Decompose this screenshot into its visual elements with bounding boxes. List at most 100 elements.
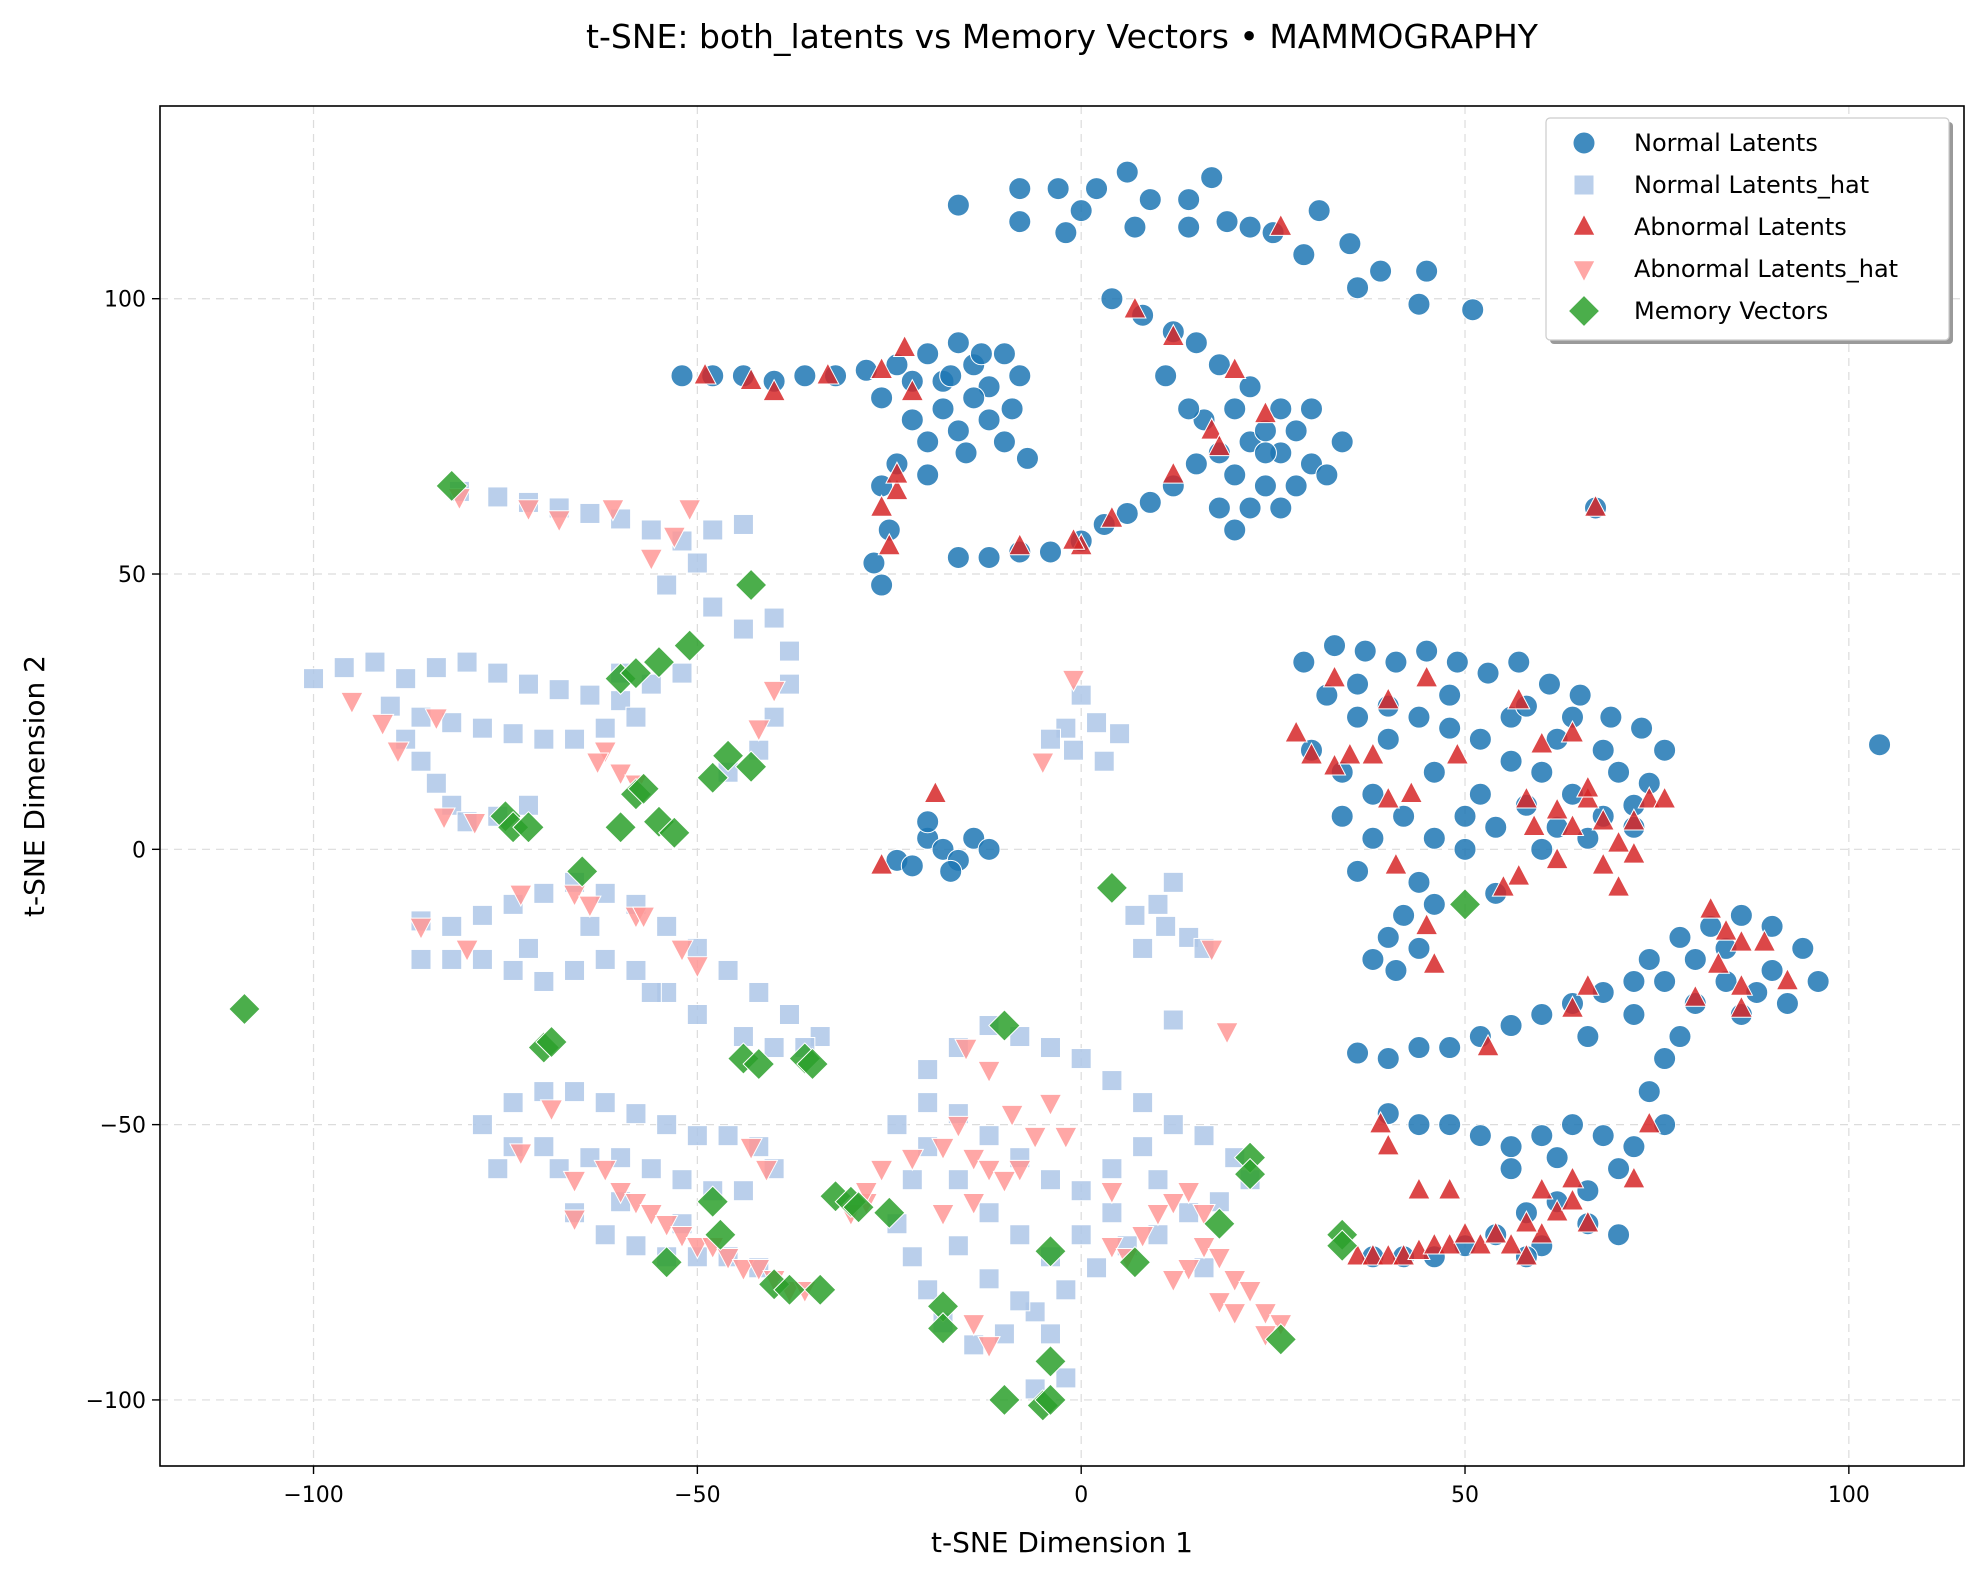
normal-latents-point [1292, 650, 1316, 674]
normal-latents-hat-point [410, 750, 432, 772]
normal-latents-point [1376, 1047, 1400, 1071]
abnormal-latents-hat-point [1192, 1203, 1216, 1227]
normal-latents-point [1207, 353, 1231, 377]
normal-latents-point [1323, 634, 1347, 658]
abnormal-latents-hat-point [1161, 1270, 1186, 1293]
normal-latents-point [1438, 716, 1462, 740]
normal-latents-hat-point [517, 937, 539, 959]
abnormal-latents-hat-point [931, 1137, 955, 1161]
normal-latents-point [1637, 947, 1661, 971]
abnormal-latents-point [1560, 995, 1585, 1018]
normal-latents-hat-point [395, 668, 417, 690]
abnormal-latents-point [1637, 786, 1662, 809]
normal-latents-hat-point [1109, 723, 1131, 745]
memory-vectors-point [1034, 1383, 1067, 1417]
normal-latents-point [1530, 1124, 1554, 1148]
normal-latents-point [1868, 733, 1892, 757]
memory-vectors-point [711, 739, 745, 773]
normal-latents-point [870, 573, 894, 597]
normal-latents-hat-point [1063, 739, 1085, 761]
y-tick-label: 100 [104, 288, 146, 313]
memory-vectors-point [658, 816, 691, 850]
abnormal-latents-point [1576, 973, 1600, 996]
abnormal-latents-point [1576, 1210, 1600, 1233]
memory-vectors-point [696, 761, 730, 795]
abnormal-latents-point [1522, 813, 1546, 837]
abnormal-latents-point [1338, 741, 1362, 765]
normal-latents-point [1653, 969, 1677, 993]
abnormal-latents-point [1706, 951, 1731, 974]
normal-latents-point [1422, 826, 1446, 850]
normal-latents-point [1438, 683, 1462, 707]
normal-latents-hat-point [763, 607, 785, 629]
abnormal-latents-point [1775, 967, 1800, 991]
abnormal-latents-point [1683, 984, 1708, 1007]
abnormal-latents-hat-point [1161, 1192, 1186, 1216]
normal-latents-hat-point [656, 574, 678, 596]
abnormal-latents-point [1284, 719, 1308, 743]
normal-latents-hat-point [517, 673, 539, 695]
normal-latents-hat-point [625, 959, 647, 981]
abnormal-latents-hat-point [508, 1143, 533, 1166]
abnormal-latents-hat-point [462, 813, 487, 836]
abnormal-latents-hat-point [608, 1181, 633, 1205]
normal-latents-hat-point [594, 1092, 616, 1114]
abnormal-latents-hat-point [762, 680, 786, 704]
normal-latents-point [1207, 496, 1231, 520]
normal-latents-point [977, 837, 1001, 861]
normal-latents-hat-point [548, 679, 570, 701]
abnormal-latents-point [1576, 775, 1600, 798]
normal-latents-hat-point [594, 1224, 616, 1246]
abnormal-latents-point [1729, 995, 1754, 1018]
normal-latents-point [1622, 969, 1646, 993]
abnormal-latents-point [1506, 863, 1531, 886]
normal-latents-hat-point [1132, 1092, 1154, 1114]
normal-latents-hat-point [717, 1125, 739, 1147]
abnormal-latents-point [762, 378, 786, 402]
normal-latents-point [1407, 705, 1431, 729]
normal-latents-point [1607, 1157, 1631, 1181]
abnormal-latents-hat-point [854, 1181, 879, 1205]
abnormal-latents-point [1322, 664, 1347, 688]
normal-latents-point [916, 810, 940, 834]
normal-latents-point [1407, 292, 1431, 316]
normal-latents-hat-point [471, 717, 493, 739]
memory-vectors-point [803, 1273, 837, 1307]
normal-latents-point [1461, 298, 1485, 322]
normal-latents-point [1138, 188, 1162, 212]
abnormal-latents-point [1384, 852, 1408, 875]
memory-vectors-point [773, 1273, 806, 1307]
normal-latents-point [1499, 749, 1523, 773]
axis-ticks: −100 −50 0 50 100 −100 −50 0 50 100 [86, 288, 1870, 1508]
normal-latents-point [1361, 826, 1385, 850]
normal-latents-point [1445, 650, 1469, 674]
abnormal-latents-point [1622, 808, 1646, 831]
abnormal-latents-hat-point [1253, 1303, 1278, 1326]
normal-latents-point [1530, 837, 1554, 861]
normal-latents-hat-point [1055, 1279, 1077, 1301]
normal-latents-hat-point [917, 1092, 939, 1114]
normal-latents-point [1630, 716, 1654, 740]
abnormal-latents-hat-point [992, 1170, 1017, 1194]
normal-latents-hat-point [717, 959, 739, 981]
abnormal-latents-hat-point [508, 884, 533, 908]
normal-latents-hat-point [1147, 1169, 1169, 1191]
abnormal-latents-hat-point [539, 1099, 564, 1122]
abnormal-latents-hat-point [662, 526, 687, 550]
abnormal-latents-point [1399, 780, 1424, 804]
memory-vectors-point [988, 1383, 1021, 1417]
normal-latents-point [916, 342, 940, 366]
normal-latents-hat-point [1070, 684, 1092, 706]
y-axis-title: t-SNE Dimension 2 [18, 655, 51, 917]
normal-latents-point [954, 441, 978, 465]
abnormal-latents-point [1407, 1176, 1431, 1200]
memory-vectors-point [565, 855, 599, 888]
abnormal-latents-hat-point [685, 956, 710, 979]
normal-latents-point [1177, 188, 1201, 212]
memory-vectors-point [1448, 888, 1482, 921]
normal-latents-hat-point [947, 1235, 969, 1257]
memory-vectors-point [673, 629, 706, 662]
normal-latents-point [1422, 760, 1446, 784]
normal-latents-point [1315, 463, 1339, 487]
abnormal-latents-hat-point [1061, 669, 1086, 693]
